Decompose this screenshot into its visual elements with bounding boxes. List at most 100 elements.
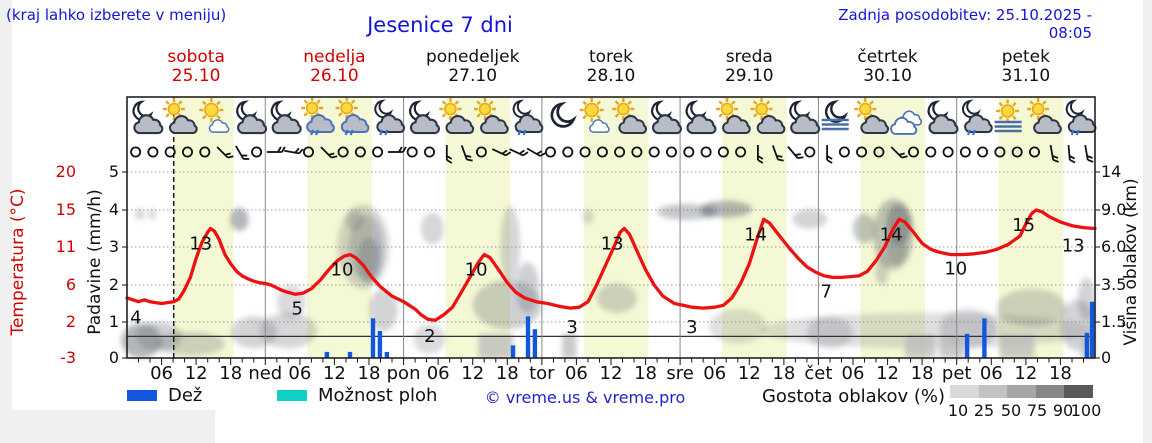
weather-icon-mcr [1065, 99, 1097, 136]
wind-symbol [757, 145, 764, 164]
wind-symbol [199, 146, 211, 158]
cloud-tick-14: 14 [1101, 162, 1122, 181]
temp-value-label: 13 [1062, 236, 1085, 257]
wind-symbol [959, 146, 971, 158]
wind-symbol [164, 146, 176, 158]
cloud-blob [596, 283, 637, 313]
ground-cloud-patch [904, 334, 936, 358]
weather-icon-sc [854, 98, 889, 134]
cloud-blob [369, 288, 398, 332]
time-label-18: 18 [634, 363, 658, 384]
time-label-12: 12 [737, 363, 761, 384]
temp-tick--3: -3 [60, 348, 76, 367]
wind-symbol [717, 146, 729, 158]
precipitation-axis-title: Padavine (mm/h) [85, 189, 105, 335]
density-gradient-segment [1007, 385, 1036, 398]
time-label-pon: pon [386, 363, 421, 384]
time-label-ned: ned [248, 363, 283, 384]
weather-icon-scw [579, 98, 610, 133]
cloud-shading [121, 198, 1095, 358]
temp-value-label: 3 [566, 317, 577, 338]
day-date: 31.10 [1001, 66, 1051, 86]
cloud-glyph [686, 114, 717, 135]
density-gradient-segment [950, 385, 979, 398]
precip-tick-2: 2 [108, 275, 119, 294]
time-label-12: 12 [184, 363, 208, 384]
weather-icon-sc [750, 98, 786, 134]
precip-tick-5: 5 [108, 162, 119, 181]
copyright-link[interactable]: © vreme.us & vreme.pro [484, 388, 686, 407]
temp-tick-15: 15 [55, 200, 76, 219]
sun-glyph [612, 98, 635, 120]
wind-symbol [491, 148, 512, 157]
wind-symbol [648, 146, 660, 158]
page-margin-bottom-left [12, 410, 215, 443]
temp-value-label: 10 [331, 260, 354, 281]
precip-bar [1089, 301, 1095, 358]
day-header-sreda: sreda 29.10 [680, 48, 818, 86]
precip-tick-3: 3 [108, 237, 119, 256]
day-date: 26.10 [310, 66, 359, 86]
precip-tick-4: 4 [108, 200, 119, 219]
moon-glyph [825, 100, 849, 123]
cloud-glyph [340, 114, 370, 133]
last-update-text: Zadnja posodobitev: 25.10.2025 - 08:05 [838, 6, 1092, 42]
time-label-06: 06 [564, 363, 588, 384]
cloud-glyph [480, 115, 509, 134]
weather-icon-mc [927, 100, 959, 135]
wind-symbol [1029, 146, 1040, 158]
day-header-ponedeljek: ponedeljek 27.10 [404, 48, 542, 86]
density-value-50: 50 [1000, 401, 1022, 420]
cloud-blob [582, 209, 594, 224]
rain-glyph [1070, 129, 1080, 136]
density-gradient-segment [1064, 385, 1093, 398]
time-label-06: 06 [979, 363, 1003, 384]
density-value-10: 10 [947, 401, 969, 420]
sun-glyph [1027, 98, 1050, 120]
temp-value-label: 15 [1012, 215, 1035, 236]
temperature-curve [125, 208, 1097, 322]
rain-glyph [344, 129, 354, 136]
wind-symbol [130, 146, 142, 158]
precip-bar [384, 351, 390, 358]
weather-icon-scr [335, 97, 370, 136]
time-label-06: 06 [288, 363, 312, 384]
density-value-100: 100 [1070, 401, 1102, 420]
cloud-glyph [237, 114, 268, 135]
day-header-nedelja: nedelja 26.10 [265, 48, 403, 86]
day-date: 25.10 [171, 66, 221, 86]
temp-value-label: 7 [820, 281, 831, 302]
page-margin-right [1143, 0, 1152, 443]
wind-symbol [424, 146, 435, 158]
cloud-blob [853, 213, 876, 244]
wind-symbol [1011, 146, 1023, 158]
precip-bar [370, 318, 376, 358]
cloud-blob [230, 207, 249, 231]
weather-icon-scr [301, 97, 335, 136]
ground-cloud-patch [939, 334, 966, 358]
moon-glyph [550, 101, 577, 128]
time-label-06: 06 [426, 363, 450, 384]
weather-icon-cw [890, 110, 922, 135]
wind-symbol [942, 146, 954, 158]
precip-bar [982, 318, 987, 358]
weather-icon-mcr [512, 99, 544, 136]
temp-tick-20: 20 [55, 162, 76, 181]
density-gradient-segment [1035, 385, 1065, 398]
day-name: sobota [167, 47, 225, 67]
time-label-18: 18 [357, 363, 381, 384]
wind-symbol [354, 146, 366, 158]
cloud-glyph [376, 114, 405, 133]
weather-icon-sc [439, 98, 475, 134]
weather-icon-mcr [374, 99, 405, 136]
day-name: četrtek [857, 47, 918, 67]
day-name: ponedeljek [425, 47, 520, 67]
precip-tick-1: 1 [108, 312, 119, 331]
wind-symbol [771, 145, 784, 162]
cloud-glyph [890, 116, 918, 135]
day-header-četrtek: četrtek 30.10 [818, 48, 956, 86]
precip-bar [377, 331, 383, 358]
weather-icon-scw [199, 98, 230, 133]
precip-bar [324, 351, 330, 358]
